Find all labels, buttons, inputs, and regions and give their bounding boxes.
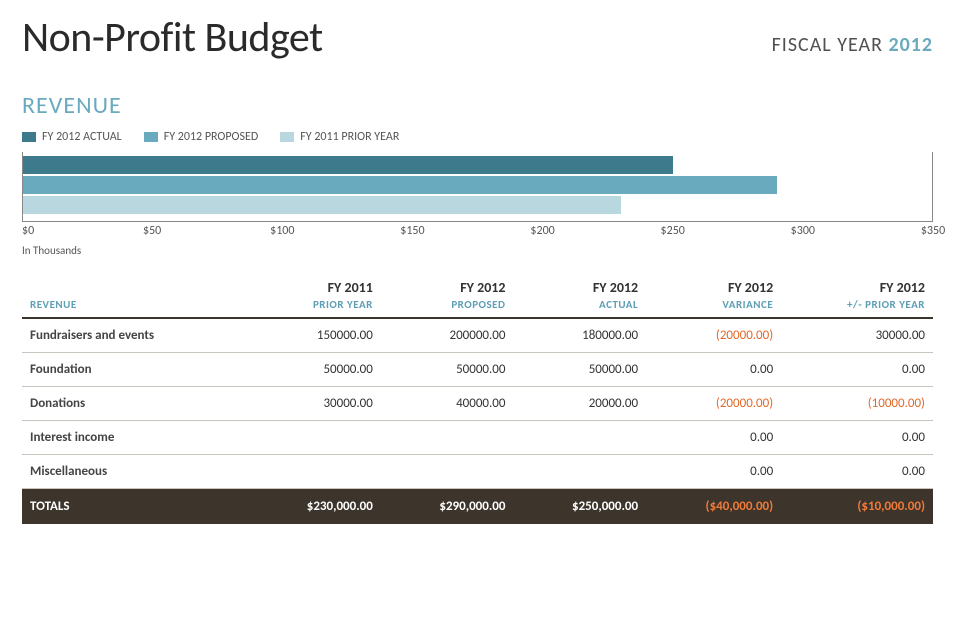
table-row: Foundation50000.0050000.0050000.000.000.…	[22, 353, 933, 387]
table-cell: 200000.00	[381, 318, 514, 353]
table-column-header: FY 2011 PRIOR YEAR	[248, 275, 381, 318]
table-cell: 150000.00	[248, 318, 381, 353]
row-label: Foundation	[22, 353, 248, 387]
table-body: Fundraisers and events150000.00200000.00…	[22, 318, 933, 489]
axis-tick: $50	[143, 224, 161, 238]
table-row-header: REVENUE	[22, 275, 248, 318]
table-cell: 50000.00	[381, 353, 514, 387]
axis-tick: $350	[921, 224, 945, 238]
legend-swatch	[144, 132, 158, 142]
row-label: Interest income	[22, 421, 248, 455]
axis-tick: $150	[400, 224, 424, 238]
column-header-top: FY 2012	[880, 279, 925, 296]
fiscal-year-label: FISCAL YEAR	[772, 33, 883, 57]
page-title: Non-Profit Budget	[22, 12, 323, 63]
table-cell	[381, 455, 514, 489]
axis-tick: $200	[530, 224, 554, 238]
axis-tick: $250	[661, 224, 685, 238]
table-cell: 180000.00	[513, 318, 646, 353]
table-cell: 50000.00	[248, 353, 381, 387]
legend-swatch	[280, 132, 294, 142]
axis-tick: $0	[22, 224, 34, 238]
row-label: Miscellaneous	[22, 455, 248, 489]
fiscal-year-value: 2012	[888, 33, 933, 57]
table-column-header: FY 2012 ACTUAL	[513, 275, 646, 318]
legend-label: FY 2012 ACTUAL	[42, 130, 122, 144]
chart-axis-ticks: $0$50$100$150$200$250$300$350	[22, 222, 933, 240]
table-row: Fundraisers and events150000.00200000.00…	[22, 318, 933, 353]
table-column-header: FY 2012 PROPOSED	[381, 275, 514, 318]
column-header-top: FY 2012	[593, 279, 638, 296]
table-column-header: FY 2012 VARIANCE	[646, 275, 781, 318]
legend-label: FY 2011 PRIOR YEAR	[300, 130, 399, 144]
table-row: Donations30000.0040000.0020000.00(20000.…	[22, 387, 933, 421]
table-cell: 30000.00	[781, 318, 933, 353]
chart-bar	[23, 156, 673, 174]
table-cell: (20000.00)	[646, 387, 781, 421]
table-cell: 30000.00	[248, 387, 381, 421]
table-cell	[248, 455, 381, 489]
chart-bar	[23, 176, 777, 194]
totals-cell: $230,000.00	[248, 489, 381, 525]
table-cell: 0.00	[646, 421, 781, 455]
section-label-revenue: REVENUE	[22, 91, 933, 120]
column-header-top: FY 2012	[460, 279, 505, 296]
row-label: Fundraisers and events	[22, 318, 248, 353]
legend-item: FY 2011 PRIOR YEAR	[280, 130, 399, 144]
row-label: Donations	[22, 387, 248, 421]
table-cell: 0.00	[646, 353, 781, 387]
revenue-chart	[22, 152, 933, 222]
column-header-top: FY 2011	[328, 279, 373, 296]
table-cell: 40000.00	[381, 387, 514, 421]
table-column-header: FY 2012 +/- PRIOR YEAR	[781, 275, 933, 318]
revenue-table: REVENUE FY 2011 PRIOR YEAR FY 2012 PROPOSED…	[22, 275, 933, 524]
table-row: Miscellaneous 0.000.00	[22, 455, 933, 489]
legend-item: FY 2012 PROPOSED	[144, 130, 259, 144]
legend-swatch	[22, 132, 36, 142]
table-cell: 50000.00	[513, 353, 646, 387]
column-header-sub: PROPOSED	[389, 298, 506, 311]
table-cell	[513, 421, 646, 455]
chart-units-label: In Thousands	[22, 244, 933, 257]
axis-tick: $100	[270, 224, 294, 238]
column-header-sub: VARIANCE	[654, 298, 773, 311]
table-cell: 0.00	[781, 353, 933, 387]
totals-cell: ($10,000.00)	[781, 489, 933, 525]
chart-bar	[23, 196, 621, 214]
legend-item: FY 2012 ACTUAL	[22, 130, 122, 144]
table-row: Interest income 0.000.00	[22, 421, 933, 455]
table-cell	[248, 421, 381, 455]
totals-cell: $290,000.00	[381, 489, 514, 525]
legend-label: FY 2012 PROPOSED	[164, 130, 259, 144]
fiscal-year-block: FISCAL YEAR 2012	[772, 33, 933, 57]
totals-cell: $250,000.00	[513, 489, 646, 525]
table-cell	[381, 421, 514, 455]
column-header-sub: PRIOR YEAR	[256, 298, 373, 311]
table-header-row: REVENUE FY 2011 PRIOR YEAR FY 2012 PROPOSED…	[22, 275, 933, 318]
totals-cell: ($40,000.00)	[646, 489, 781, 525]
table-cell: 0.00	[781, 421, 933, 455]
table-cell: 0.00	[646, 455, 781, 489]
table-cell: (10000.00)	[781, 387, 933, 421]
table-cell	[513, 455, 646, 489]
table-totals-row: TOTALS $230,000.00$290,000.00$250,000.00…	[22, 489, 933, 525]
column-header-sub: +/- PRIOR YEAR	[789, 298, 925, 311]
chart-legend: FY 2012 ACTUAL FY 2012 PROPOSED FY 2011 PR…	[22, 130, 933, 146]
table-cell: 0.00	[781, 455, 933, 489]
chart-right-border	[932, 152, 933, 221]
column-header-sub: ACTUAL	[521, 298, 638, 311]
axis-tick: $300	[791, 224, 815, 238]
table-cell: 20000.00	[513, 387, 646, 421]
table-cell: (20000.00)	[646, 318, 781, 353]
column-header-top: FY 2012	[728, 279, 773, 296]
header: Non-Profit Budget FISCAL YEAR 2012	[22, 12, 933, 63]
totals-label: TOTALS	[22, 489, 248, 525]
